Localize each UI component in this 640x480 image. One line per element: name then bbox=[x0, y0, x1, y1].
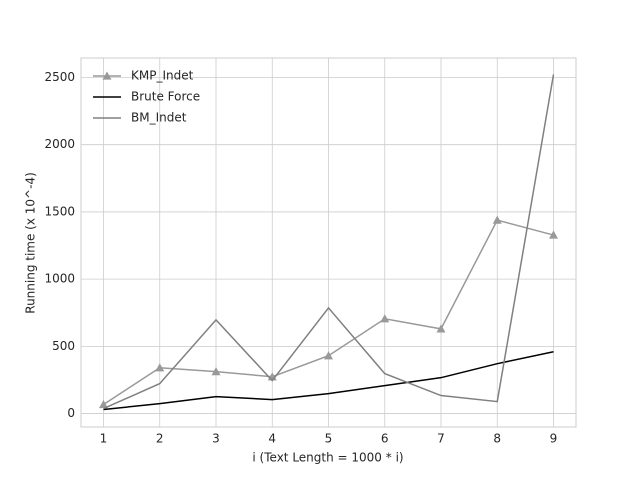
y-axis-label: Running time (x 10^-4) bbox=[24, 172, 38, 313]
x-axis-label: i (Text Length = 1000 * i) bbox=[252, 451, 403, 465]
x-tick-label: 3 bbox=[212, 432, 220, 446]
point-marker bbox=[155, 363, 165, 372]
point-marker bbox=[211, 367, 221, 376]
x-tick-label: 2 bbox=[156, 432, 164, 446]
point-marker bbox=[380, 314, 390, 323]
y-tick-label: 2500 bbox=[44, 70, 75, 84]
x-tick-label: 5 bbox=[325, 432, 333, 446]
x-tick-label: 1 bbox=[100, 432, 108, 446]
x-tick-label: 9 bbox=[550, 432, 558, 446]
x-tick-label: 6 bbox=[381, 432, 389, 446]
legend-label: KMP_Indet bbox=[131, 69, 194, 83]
x-tick-label: 8 bbox=[493, 432, 501, 446]
y-tick-label: 2000 bbox=[44, 137, 75, 151]
plot-frame bbox=[80, 57, 577, 428]
legend-label: BM_Indet bbox=[131, 111, 187, 125]
point-marker bbox=[324, 351, 333, 360]
legend-label: Brute Force bbox=[131, 90, 200, 104]
y-tick-label: 1000 bbox=[44, 272, 75, 286]
point-marker bbox=[436, 324, 446, 333]
y-tick-label: 500 bbox=[52, 339, 75, 353]
legend-marker bbox=[102, 71, 112, 80]
y-tick-label: 0 bbox=[67, 406, 75, 420]
point-marker bbox=[492, 215, 502, 224]
x-tick-label: 7 bbox=[437, 432, 445, 446]
series-line bbox=[103, 350, 554, 411]
x-tick-label: 4 bbox=[268, 432, 276, 446]
series-line bbox=[103, 74, 555, 410]
y-tick-label: 1500 bbox=[44, 204, 75, 218]
point-marker bbox=[549, 230, 558, 239]
point-marker bbox=[99, 400, 108, 409]
